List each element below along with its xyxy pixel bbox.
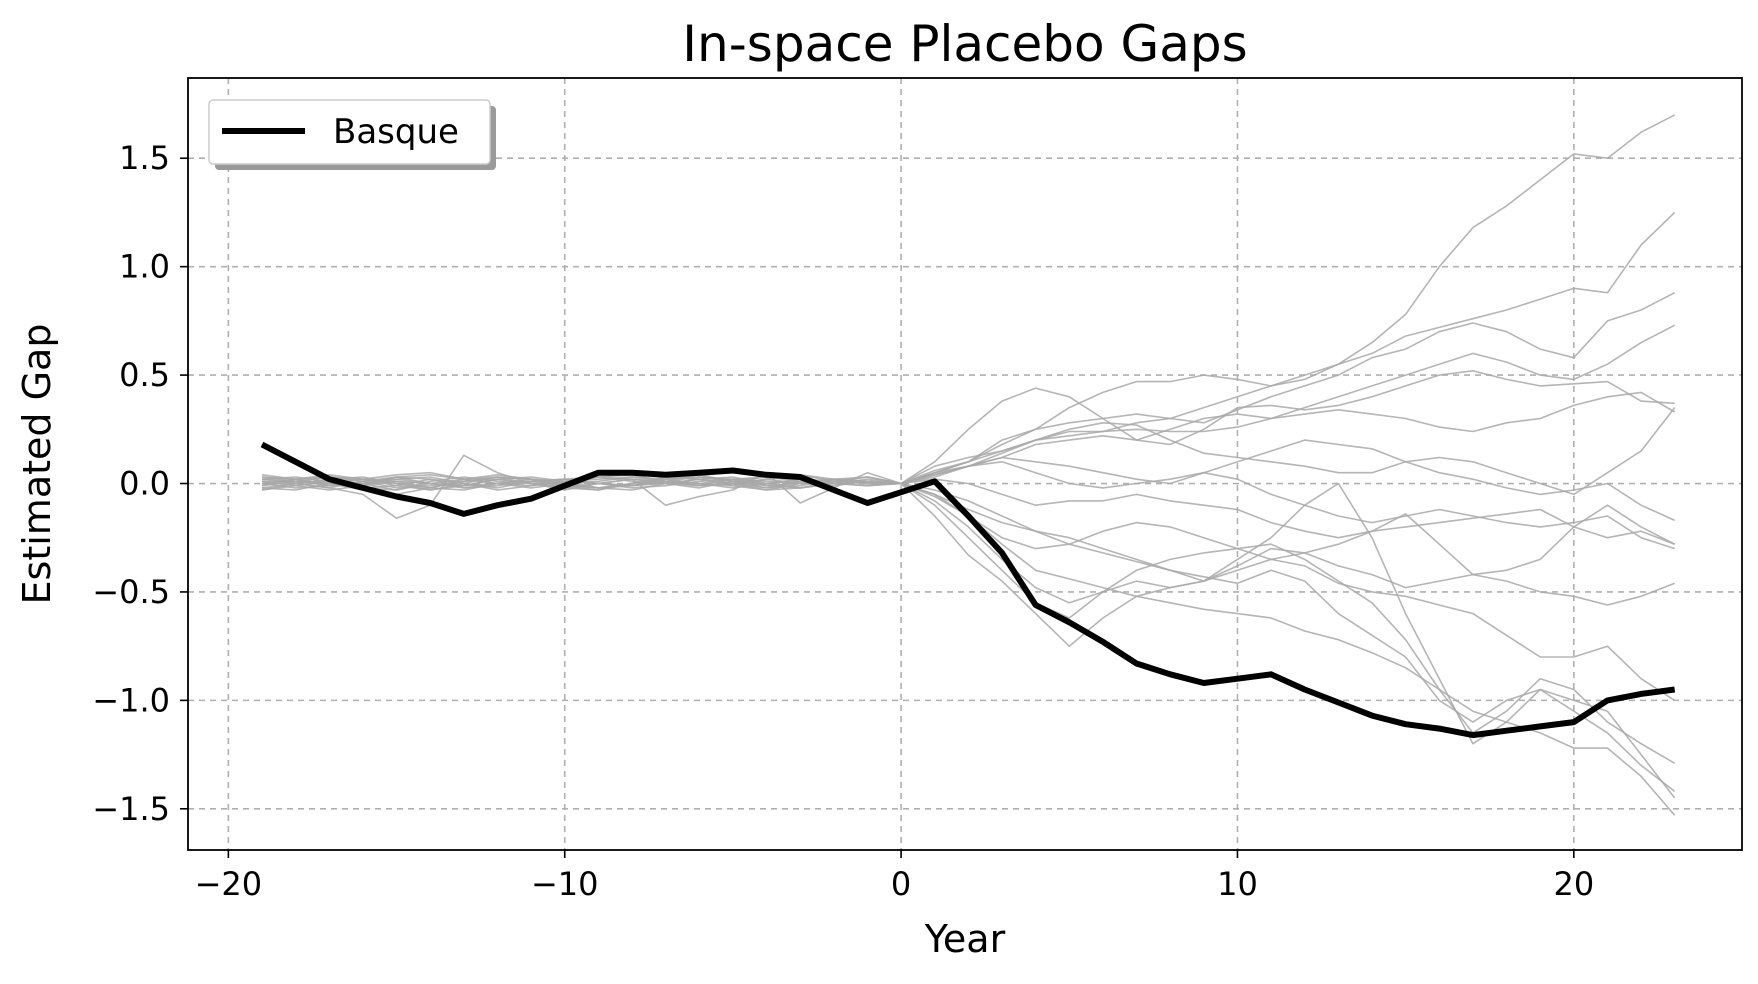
x-tick-label: 10 [1217, 865, 1258, 903]
chart-title: In-space Placebo Gaps [682, 15, 1247, 73]
treated-series-group [260, 441, 1676, 739]
y-axis-label: Estimated Gap [15, 324, 59, 605]
x-axis-label: Year [924, 917, 1006, 961]
placebo-series-group [261, 114, 1676, 816]
x-tick-label: 20 [1553, 865, 1594, 903]
x-axis-ticks: −20 −10 0 10 20 [195, 850, 1594, 903]
series-line-basque [260, 441, 1676, 739]
series-line-placebo-17 [261, 478, 1676, 793]
y-tick-label: −1.0 [92, 681, 170, 719]
legend-label-basque: Basque [333, 112, 459, 152]
y-tick-label: −1.5 [92, 790, 170, 828]
y-tick-label: 1.0 [119, 248, 170, 286]
plot-frame [187, 77, 1743, 851]
series-line-placebo-9 [261, 454, 1675, 550]
x-tick-label: 0 [891, 865, 911, 903]
y-tick-label: 0.5 [119, 356, 170, 394]
x-tick-label: −20 [195, 865, 263, 903]
legend-box [208, 99, 491, 165]
y-axis-ticks: −1.5 −1.0 −0.5 0.0 0.5 1.0 1.5 [92, 139, 188, 828]
series-line-placebo-6 [261, 391, 1676, 489]
x-tick-label: −10 [531, 865, 599, 903]
y-tick-label: −0.5 [92, 573, 170, 611]
plot-background [188, 78, 1742, 850]
y-tick-label: 1.5 [119, 139, 170, 177]
y-tick-label: 0.0 [119, 465, 170, 503]
series-line-placebo-13 [261, 473, 1676, 799]
legend: Basque [208, 99, 496, 170]
